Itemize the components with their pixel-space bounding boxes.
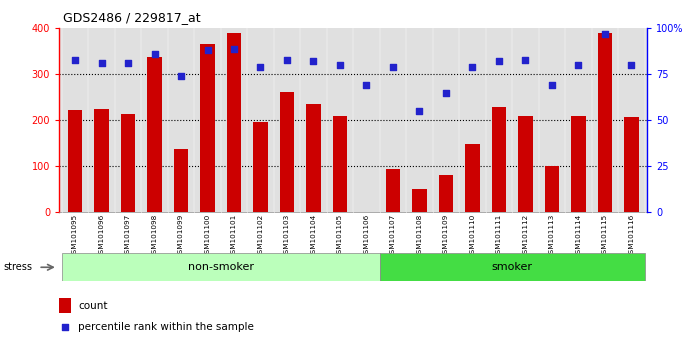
Bar (253, 122, 268, 212)
Bar (306, 104, 321, 212)
Text: non-smoker: non-smoker (188, 262, 254, 272)
Bar (438, 175, 453, 212)
Text: smoker: smoker (491, 262, 532, 272)
Point (599, 31, 610, 37)
Bar (280, 92, 294, 212)
Bar (333, 116, 347, 212)
Bar (94, 109, 109, 212)
Bar (491, 107, 506, 212)
Point (70, 57, 81, 62)
Point (202, 47, 213, 53)
Point (388, 64, 399, 70)
Point (96, 61, 107, 66)
Point (573, 62, 584, 68)
Bar (62, 253, 380, 281)
Bar (386, 169, 400, 212)
Bar (380, 253, 644, 281)
Point (546, 82, 557, 88)
Point (175, 73, 187, 79)
Point (308, 59, 319, 64)
Point (493, 59, 505, 64)
Point (361, 82, 372, 88)
Point (122, 61, 134, 66)
Text: stress: stress (3, 262, 33, 272)
Bar (174, 149, 189, 212)
Point (60, 324, 71, 330)
Point (149, 51, 160, 57)
Point (520, 57, 531, 62)
Point (414, 108, 425, 114)
Text: count: count (78, 301, 108, 311)
Point (281, 57, 292, 62)
Bar (120, 114, 135, 212)
Point (334, 62, 345, 68)
Bar (465, 144, 480, 212)
Point (255, 64, 266, 70)
Bar (148, 57, 161, 212)
Point (626, 62, 637, 68)
Bar (68, 110, 82, 212)
Bar (571, 116, 586, 212)
Text: percentile rank within the sample: percentile rank within the sample (78, 322, 254, 332)
Bar (624, 117, 639, 212)
Text: GDS2486 / 229817_at: GDS2486 / 229817_at (63, 11, 200, 24)
Point (467, 64, 478, 70)
Point (441, 90, 452, 96)
Bar (227, 33, 242, 212)
Point (228, 46, 239, 51)
Bar (545, 166, 559, 212)
Bar (412, 189, 427, 212)
Bar (598, 33, 612, 212)
Bar (200, 45, 215, 212)
Bar (59, 298, 72, 313)
Bar (518, 116, 532, 212)
